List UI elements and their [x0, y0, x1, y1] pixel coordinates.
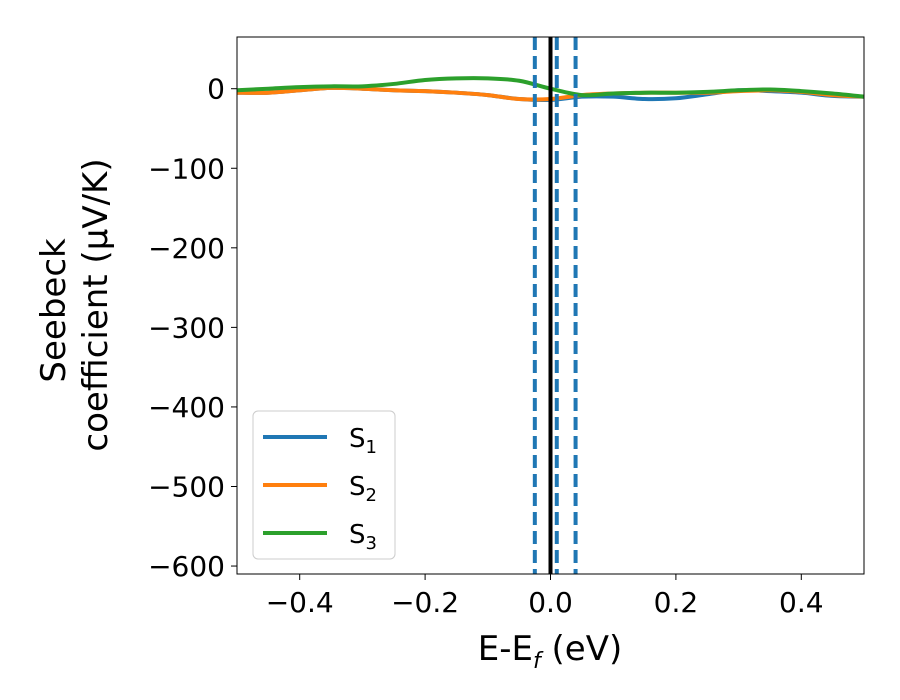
axes: −0.4 −0.2 0.0 0.2 0.4 0 −100 −200 −300 −400 −500 −6…: [148, 36, 865, 619]
y-tick-label: −500: [148, 470, 225, 503]
x-tick-label: −0.2: [391, 586, 459, 619]
x-tick-label: −0.4: [266, 586, 334, 619]
legend-label-s1: S1: [349, 424, 377, 458]
y-tick-label: −300: [148, 311, 225, 344]
x-axis-label: E-Ef (eV): [478, 629, 623, 674]
y-tick-label: −400: [148, 391, 225, 424]
x-tick-label: 0.2: [654, 586, 699, 619]
y-axis-label-line2: coefficient (μV/K): [76, 158, 116, 451]
legend-label-s2: S2: [349, 472, 377, 506]
axis-labels: E-Ef (eV) Seebeck coefficient (μV/K): [34, 158, 622, 674]
plot-area: [237, 37, 864, 574]
y-tick-label: −200: [148, 232, 225, 265]
y-tick-label: 0: [207, 73, 225, 106]
y-tick-label: −600: [148, 550, 225, 583]
legend-label-s3: S3: [349, 520, 377, 554]
y-tick-label: −100: [148, 152, 225, 185]
y-axis-label-line1: Seebeck: [34, 238, 74, 383]
x-tick-label: 0.0: [528, 586, 573, 619]
legend: S1 S2 S3: [252, 410, 396, 560]
y-axis-label: Seebeck coefficient (μV/K): [34, 158, 116, 451]
x-tick-label: 0.4: [779, 586, 824, 619]
